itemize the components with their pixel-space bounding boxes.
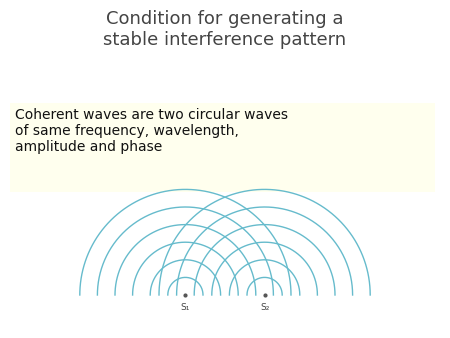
Text: Coherent waves are two circular waves
of same frequency, wavelength,
amplitude a: Coherent waves are two circular waves of… xyxy=(15,108,288,154)
Text: S₁: S₁ xyxy=(181,303,190,312)
Text: Condition for generating a
stable interference pattern: Condition for generating a stable interf… xyxy=(104,10,346,49)
FancyBboxPatch shape xyxy=(10,103,435,192)
Text: S₂: S₂ xyxy=(260,303,269,312)
